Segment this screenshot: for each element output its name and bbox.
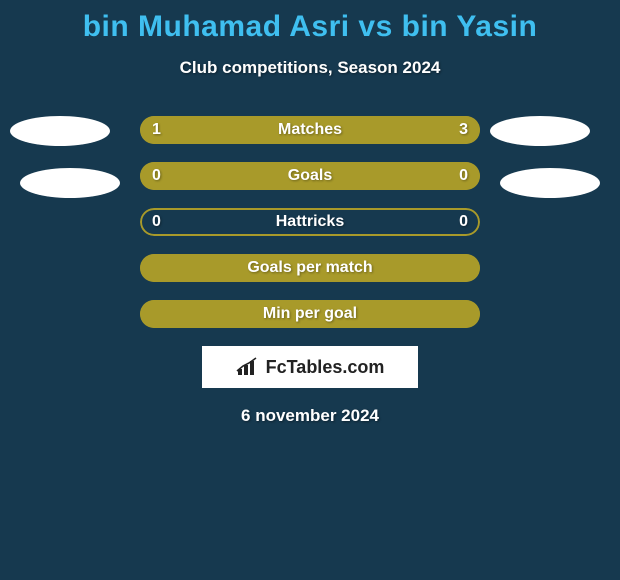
- stat-label: Matches: [140, 116, 480, 144]
- page-title: bin Muhamad Asri vs bin Yasin: [0, 0, 620, 44]
- stat-value-left: 1: [152, 116, 161, 144]
- logo-box: FcTables.com: [202, 346, 418, 388]
- player-right-oval-2: [500, 168, 600, 198]
- player-left-oval-1: [10, 116, 110, 146]
- stat-value-left: 0: [152, 208, 161, 236]
- stat-label: Hattricks: [140, 208, 480, 236]
- stat-row: Min per goal: [140, 300, 480, 328]
- chart-area: Matches13Goals00Hattricks00Goals per mat…: [0, 116, 620, 426]
- logo-text: FcTables.com: [266, 357, 385, 378]
- logo: FcTables.com: [236, 357, 385, 378]
- bar-chart-icon: [236, 357, 262, 377]
- stat-value-right: 0: [459, 162, 468, 190]
- player-right-oval-1: [490, 116, 590, 146]
- stat-value-left: 0: [152, 162, 161, 190]
- stat-rows: Matches13Goals00Hattricks00Goals per mat…: [0, 116, 620, 328]
- player-left-oval-2: [20, 168, 120, 198]
- stat-value-right: 0: [459, 208, 468, 236]
- date-text: 6 november 2024: [0, 406, 620, 426]
- stat-label: Goals per match: [140, 254, 480, 282]
- stat-label: Min per goal: [140, 300, 480, 328]
- stat-value-right: 3: [459, 116, 468, 144]
- comparison-infographic: bin Muhamad Asri vs bin Yasin Club compe…: [0, 0, 620, 580]
- stat-row: Hattricks0 0: [140, 208, 480, 236]
- stat-row: Matches1 3: [140, 116, 480, 144]
- stat-row: Goals0 0: [140, 162, 480, 190]
- subtitle: Club competitions, Season 2024: [0, 58, 620, 78]
- stat-label: Goals: [140, 162, 480, 190]
- stat-row: Goals per match: [140, 254, 480, 282]
